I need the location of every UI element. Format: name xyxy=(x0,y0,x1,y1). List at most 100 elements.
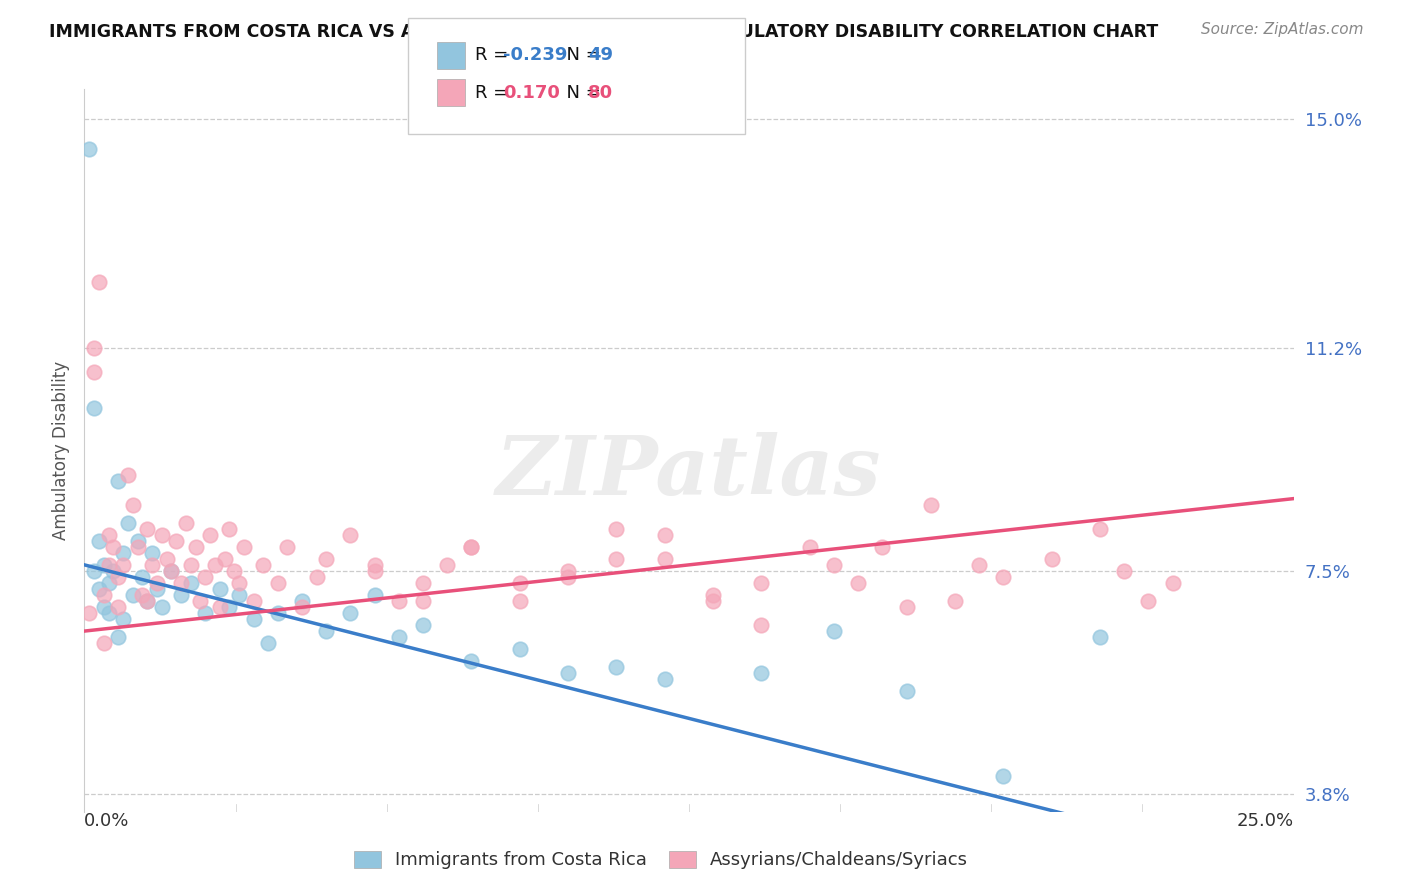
Point xyxy=(93,636,115,650)
Text: 0.0%: 0.0% xyxy=(84,812,129,830)
Point xyxy=(242,594,264,608)
Point xyxy=(896,599,918,614)
Point xyxy=(267,576,290,591)
Point xyxy=(509,594,531,608)
Point xyxy=(87,582,110,596)
Point xyxy=(460,540,482,554)
Point xyxy=(107,570,129,584)
Point xyxy=(233,540,256,554)
Point xyxy=(388,594,411,608)
Point xyxy=(117,516,139,530)
Point xyxy=(412,618,434,632)
Point xyxy=(224,564,246,578)
Point xyxy=(315,551,337,566)
Point xyxy=(291,599,314,614)
Point xyxy=(180,576,202,591)
Point xyxy=(190,594,212,608)
Point xyxy=(77,606,100,620)
Point xyxy=(702,594,724,608)
Point xyxy=(339,528,361,542)
Text: N =: N = xyxy=(555,46,607,64)
Point xyxy=(170,576,193,591)
Point xyxy=(654,673,676,687)
Point xyxy=(799,540,821,554)
Point xyxy=(1040,551,1063,566)
Text: ZIPatlas: ZIPatlas xyxy=(496,432,882,512)
Point xyxy=(141,558,163,572)
Point xyxy=(751,666,773,681)
Point xyxy=(291,594,314,608)
Point xyxy=(165,533,187,548)
Point xyxy=(823,624,845,639)
Point xyxy=(146,576,169,591)
Point xyxy=(654,528,676,542)
Point xyxy=(93,599,115,614)
Legend: Immigrants from Costa Rica, Assyrians/Chaldeans/Syriacs: Immigrants from Costa Rica, Assyrians/Ch… xyxy=(344,842,977,879)
Point xyxy=(83,564,105,578)
Point xyxy=(127,533,149,548)
Point xyxy=(121,498,143,512)
Point xyxy=(305,570,328,584)
Text: Source: ZipAtlas.com: Source: ZipAtlas.com xyxy=(1201,22,1364,37)
Point xyxy=(131,588,153,602)
Text: 80: 80 xyxy=(588,84,613,102)
Point xyxy=(257,636,280,650)
Point xyxy=(872,540,894,554)
Point xyxy=(605,660,627,674)
Point xyxy=(141,546,163,560)
Point xyxy=(112,546,135,560)
Point xyxy=(112,558,135,572)
Point xyxy=(339,606,361,620)
Point xyxy=(267,606,290,620)
Point xyxy=(605,522,627,536)
Point xyxy=(557,570,579,584)
Text: IMMIGRANTS FROM COSTA RICA VS ASSYRIAN/CHALDEAN/SYRIAC AMBULATORY DISABILITY COR: IMMIGRANTS FROM COSTA RICA VS ASSYRIAN/C… xyxy=(49,22,1159,40)
Point xyxy=(146,582,169,596)
Text: 0.170: 0.170 xyxy=(503,84,560,102)
Point xyxy=(751,618,773,632)
Point xyxy=(412,576,434,591)
Text: R =: R = xyxy=(475,84,515,102)
Point xyxy=(150,528,173,542)
Point xyxy=(896,684,918,698)
Point xyxy=(702,588,724,602)
Point xyxy=(228,576,250,591)
Point xyxy=(194,570,217,584)
Point xyxy=(967,558,990,572)
Point xyxy=(97,558,120,572)
Point xyxy=(208,599,231,614)
Point xyxy=(107,599,129,614)
Text: R =: R = xyxy=(475,46,515,64)
Point xyxy=(107,474,129,488)
Point xyxy=(218,599,240,614)
Point xyxy=(823,558,845,572)
Point xyxy=(509,642,531,657)
Point xyxy=(920,498,942,512)
Point xyxy=(121,588,143,602)
Point xyxy=(83,365,105,379)
Point xyxy=(993,570,1015,584)
Point xyxy=(87,533,110,548)
Text: 25.0%: 25.0% xyxy=(1236,812,1294,830)
Point xyxy=(127,540,149,554)
Text: 49: 49 xyxy=(588,46,613,64)
Text: -0.239: -0.239 xyxy=(503,46,568,64)
Point xyxy=(155,551,177,566)
Point xyxy=(150,599,173,614)
Point xyxy=(160,564,183,578)
Point xyxy=(436,558,458,572)
Point xyxy=(1088,630,1111,644)
Point xyxy=(276,540,298,554)
Point xyxy=(1137,594,1160,608)
Point xyxy=(103,564,125,578)
Point xyxy=(252,558,274,572)
Point xyxy=(1161,576,1184,591)
Point xyxy=(363,564,385,578)
Point xyxy=(83,341,105,355)
Point xyxy=(194,606,217,620)
Point xyxy=(315,624,337,639)
Point xyxy=(363,558,385,572)
Point xyxy=(557,666,579,681)
Point xyxy=(363,588,385,602)
Point xyxy=(204,558,226,572)
